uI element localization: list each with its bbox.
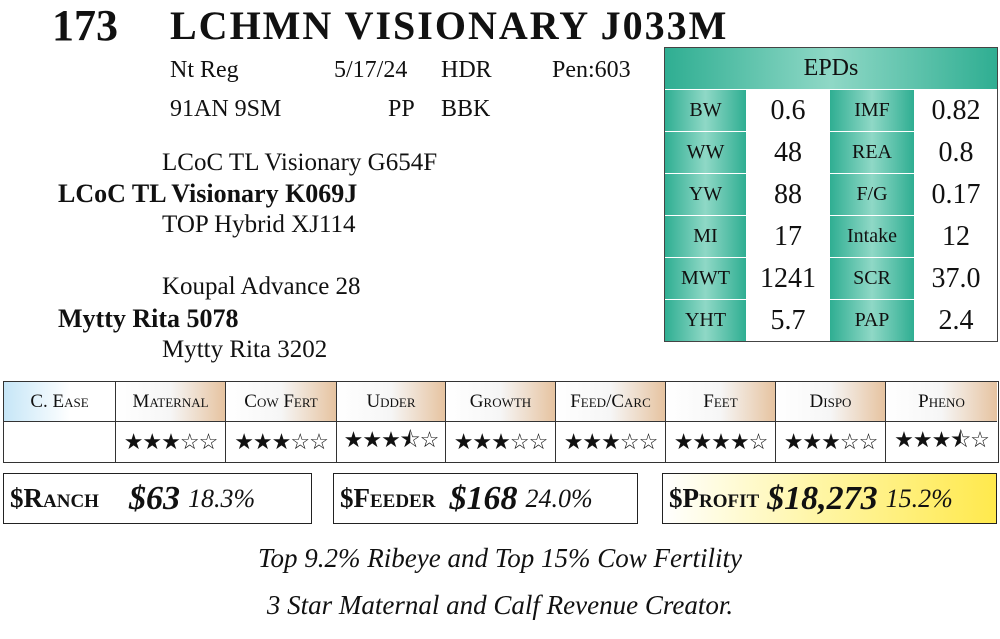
epd-value-intake: 12 [915, 216, 997, 257]
profit-index-box: $Profit $18,273 15.2% [662, 473, 997, 524]
ranch-index-label: $Ranch [10, 483, 99, 513]
rating-stars-cow-fert: ★★★☆☆ [226, 422, 337, 462]
epd-value-yht: 5.7 [747, 300, 829, 341]
feeder-index-value: $168 [449, 479, 518, 517]
pedigree-dam: Mytty Rita 5078 [58, 304, 239, 333]
ranch-index-value: $63 [128, 479, 180, 517]
rating-stars-c-ease [4, 422, 116, 462]
epd-label-scr: SCR [830, 258, 914, 299]
feeder-index-box: $Feeder $168 24.0% [333, 473, 638, 524]
epd-value-scr: 37.0 [915, 258, 997, 299]
epd-label-intake: Intake [830, 216, 914, 257]
pedigree-sire-sire: LCoC TL Visionary G654F [162, 149, 438, 176]
profit-index-pct: 15.2% [885, 483, 953, 513]
rating-header-dispo: Dispo [776, 382, 886, 422]
rating-header-cow-fert: Cow Fert [226, 382, 337, 422]
animal-name: LCHMN VISIONARY J033M [170, 3, 729, 48]
epd-table: EPDs BW 0.6 IMF 0.82 WW 48 REA 0.8 YW 88 F/G 0.17 MI… [664, 47, 998, 342]
epd-label-pap: PAP [830, 300, 914, 341]
herd-code: HDR [441, 57, 492, 83]
epd-value-mwt: 1241 [747, 258, 829, 299]
pedigree-dam-dam: Mytty Rita 3202 [162, 336, 328, 363]
rating-header-pheno: Pheno [886, 382, 997, 422]
epd-label-yw: YW [665, 174, 746, 215]
profit-index-value: $18,273 [767, 479, 878, 517]
ranch-index-box: $Ranch $63 18.3% [3, 473, 312, 524]
epd-value-mi: 17 [747, 216, 829, 257]
pedigree-sire: LCoC TL Visionary K069J [58, 179, 358, 208]
rating-stars-growth: ★★★☆☆ [446, 422, 556, 462]
pedigree-sire-dam: TOP Hybrid XJ114 [162, 211, 356, 238]
birth-date: 5/17/24 [334, 57, 408, 83]
ranch-index-pct: 18.3% [187, 483, 256, 513]
rating-stars-feed-carc: ★★★☆☆ [556, 422, 666, 462]
ratings-grid: C. Ease Maternal ★★★☆☆ Cow Fert ★★★☆☆ Udder ★★… [3, 381, 999, 463]
epd-value-ww: 48 [747, 132, 829, 173]
epd-value-bw: 0.6 [747, 90, 829, 131]
rating-stars-udder: ★★★⯪☆ [337, 422, 446, 462]
pedigree-dam-sire: Koupal Advance 28 [162, 273, 361, 300]
comment-line-1: Top 9.2% Ribeye and Top 15% Cow Fertilit… [258, 543, 742, 573]
epd-label-mwt: MWT [665, 258, 746, 299]
pen-number: Pen:603 [552, 57, 631, 83]
epd-label-f-g: F/G [830, 174, 914, 215]
epd-value-f-g: 0.17 [915, 174, 997, 215]
lot-number: 173 [52, 1, 118, 50]
epd-label-imf: IMF [830, 90, 914, 131]
epd-label-bw: BW [665, 90, 746, 131]
rating-stars-pheno: ★★★⯪☆ [894, 427, 990, 452]
rating-header-udder: Udder [337, 382, 446, 422]
rating-header-feed-carc: Feed/Carc [556, 382, 666, 422]
rating-stars-dispo: ★★★☆☆ [776, 422, 886, 462]
epd-label-yht: YHT [665, 300, 746, 341]
registration-status: Nt Reg [170, 57, 239, 83]
feeder-index-pct: 24.0% [525, 483, 593, 513]
rating-header-c-ease: C. Ease [4, 382, 116, 422]
epd-label-mi: MI [665, 216, 746, 257]
epd-label-rea: REA [830, 132, 914, 173]
epd-title: EPDs [665, 48, 997, 89]
tag-id: 91AN 9SM [170, 96, 282, 122]
profit-index-label: $Profit [669, 483, 760, 513]
epd-value-pap: 2.4 [915, 300, 997, 341]
rating-stars-maternal: ★★★☆☆ [116, 422, 226, 462]
epd-label-ww: WW [665, 132, 746, 173]
epd-value-imf: 0.82 [915, 90, 997, 131]
rating-header-maternal: Maternal [116, 382, 226, 422]
rating-header-feet: Feet [666, 382, 776, 422]
polled-status: PP [388, 96, 415, 122]
color-code: BBK [441, 96, 491, 122]
comment-line-2: 3 Star Maternal and Calf Revenue Creator… [266, 590, 734, 620]
epd-value-rea: 0.8 [915, 132, 997, 173]
rating-stars-feet: ★★★★☆ [666, 422, 776, 462]
feeder-index-label: $Feeder [340, 483, 436, 513]
rating-header-growth: Growth [446, 382, 556, 422]
epd-value-yw: 88 [747, 174, 829, 215]
